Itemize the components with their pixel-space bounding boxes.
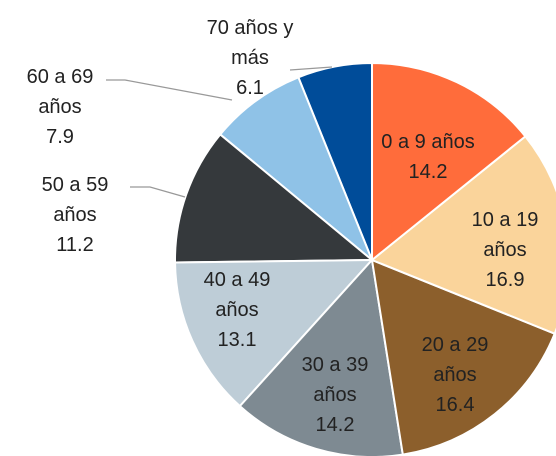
slice-label: 20 a 29 años 16.4 (415, 330, 495, 420)
category-label: 50 a 59 años (41, 174, 109, 226)
category-label: 20 a 29 años (421, 334, 489, 386)
pie-slice (174, 133, 375, 264)
leader-line (289, 66, 333, 71)
leader-line (106, 79, 233, 101)
value-label: 13.1 (217, 329, 257, 351)
value-label: 14.2 (408, 161, 448, 183)
leader-line (130, 186, 186, 198)
slice-label: 70 años y más 6.1 (200, 13, 300, 103)
value-label: 11.2 (56, 234, 94, 256)
category-label: 60 a 69 años (26, 66, 94, 118)
category-label: 30 a 39 años (301, 354, 369, 406)
value-label: 16.9 (485, 269, 525, 291)
pie-slice (174, 258, 375, 408)
pie-slice (370, 258, 556, 456)
slice-label: 50 a 59 años 11.2 (35, 170, 115, 260)
value-label: 6.1 (236, 77, 264, 99)
slice-label: 10 a 19 años 16.9 (465, 205, 545, 295)
category-label: 40 a 49 años (203, 269, 271, 321)
slice-label: 30 a 39 años 14.2 (295, 350, 375, 440)
value-label: 16.4 (435, 394, 475, 416)
pie-slice (370, 134, 556, 335)
value-label: 7.9 (46, 126, 74, 148)
pie-slice (238, 257, 404, 456)
value-label: 14.2 (315, 414, 355, 436)
pie-slice (218, 75, 373, 261)
slice-label: 60 a 69 años 7.9 (20, 62, 100, 152)
category-label: 70 años y más (206, 17, 294, 69)
category-label: 0 a 9 años (381, 131, 475, 153)
pie-slice (371, 61, 527, 263)
slice-label: 0 a 9 años 14.2 (358, 127, 498, 187)
category-label: 10 a 19 años (471, 209, 539, 261)
slice-label: 40 a 49 años 13.1 (197, 265, 277, 355)
